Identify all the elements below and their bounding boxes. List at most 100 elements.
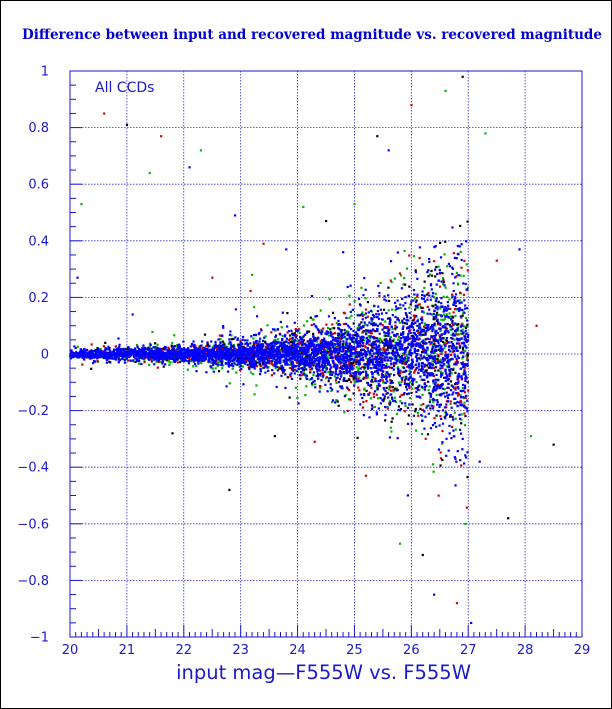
data-point: [331, 327, 334, 330]
data-point: [383, 395, 386, 398]
data-point: [381, 374, 385, 377]
data-point: [459, 428, 462, 431]
data-point: [327, 341, 330, 344]
data-point: [383, 348, 386, 352]
data-point: [307, 330, 311, 333]
data-point: [359, 337, 362, 341]
data-point: [217, 357, 220, 360]
data-point: [141, 346, 144, 350]
data-point: [369, 397, 373, 400]
data-point: [286, 331, 289, 334]
data-point: [73, 353, 77, 357]
data-point: [356, 436, 359, 440]
data-point: [150, 360, 154, 363]
data-point: [281, 334, 284, 338]
data-point: [274, 338, 277, 342]
data-point: [296, 339, 299, 342]
data-point: [355, 338, 358, 341]
data-point: [182, 340, 185, 343]
data-point: [372, 352, 375, 355]
data-point: [323, 355, 327, 358]
data-point: [450, 425, 454, 429]
data-point: [446, 330, 449, 333]
data-point: [253, 364, 256, 368]
data-point: [461, 448, 464, 451]
data-point: [318, 390, 321, 393]
data-point: [456, 386, 460, 389]
data-point: [454, 334, 457, 337]
data-point: [320, 328, 323, 331]
data-point: [285, 347, 288, 350]
data-point: [420, 404, 423, 407]
data-point: [333, 362, 336, 365]
data-point: [205, 371, 208, 374]
data-point: [362, 348, 366, 352]
data-point: [184, 356, 187, 360]
data-point: [461, 314, 464, 317]
data-point: [378, 332, 381, 335]
data-point: [165, 359, 168, 362]
data-point: [332, 365, 335, 368]
data-point: [158, 347, 161, 350]
data-point: [390, 357, 394, 360]
data-point: [466, 451, 469, 454]
data-point: [338, 347, 342, 350]
data-point: [410, 366, 413, 370]
data-point: [456, 244, 459, 248]
data-point: [463, 369, 466, 372]
data-point: [324, 345, 328, 349]
data-point: [265, 365, 268, 368]
data-point: [254, 333, 257, 336]
data-point: [439, 307, 442, 310]
data-point: [335, 322, 338, 325]
data-point: [215, 362, 218, 366]
data-point: [289, 360, 292, 363]
data-point: [342, 340, 345, 343]
data-point: [91, 355, 94, 358]
data-point: [356, 314, 359, 317]
data-point: [433, 360, 437, 364]
data-point: [335, 376, 338, 380]
data-point: [234, 348, 237, 351]
data-point: [364, 297, 367, 300]
data-point: [466, 359, 470, 362]
data-point: [403, 391, 406, 395]
data-point: [90, 343, 93, 346]
data-point: [441, 422, 445, 425]
data-point: [340, 367, 344, 371]
data-point: [446, 300, 449, 304]
data-point: [310, 356, 313, 359]
data-point: [464, 326, 468, 329]
data-point: [353, 340, 356, 343]
data-point: [456, 299, 460, 303]
data-point: [313, 323, 316, 326]
data-point: [380, 360, 384, 364]
data-point: [415, 329, 419, 333]
data-point: [449, 328, 453, 331]
data-point: [452, 311, 455, 314]
data-point: [224, 362, 228, 365]
data-point: [419, 344, 422, 347]
data-point: [147, 346, 150, 350]
data-point: [407, 353, 411, 356]
data-point: [404, 404, 407, 408]
data-point: [405, 358, 408, 361]
data-point: [445, 313, 448, 316]
data-point: [375, 413, 379, 416]
data-point: [293, 321, 296, 324]
data-point: [355, 350, 358, 354]
data-point: [329, 373, 332, 376]
data-point: [254, 363, 258, 366]
data-point: [294, 386, 297, 389]
data-point: [445, 337, 449, 340]
data-point: [409, 303, 412, 306]
data-point: [387, 299, 391, 303]
data-point: [346, 370, 349, 374]
data-point: [434, 389, 437, 392]
data-point: [304, 357, 307, 360]
data-point: [418, 246, 421, 249]
data-point: [444, 286, 447, 289]
data-point: [416, 318, 420, 321]
data-point: [388, 321, 392, 324]
data-point: [347, 331, 350, 335]
